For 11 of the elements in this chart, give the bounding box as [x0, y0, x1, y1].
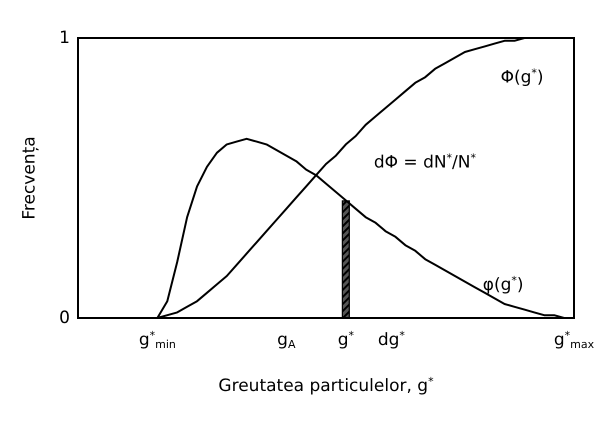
x-tick-label: g* — [338, 329, 354, 350]
x-axis-title: Greutatea particulelor, g* — [218, 375, 434, 396]
series-label: Φ(g*) — [500, 66, 544, 88]
annotation: dΦ = dN*/N* — [374, 151, 477, 172]
x-tick-label: g*max — [554, 329, 595, 351]
y-tick-label: 1 — [59, 28, 70, 48]
y-axis-title: Frecvența — [20, 136, 40, 220]
x-tick-label: g*min — [138, 329, 176, 351]
y-tick-label: 0 — [59, 308, 70, 328]
series-label: φ(g*) — [482, 274, 524, 296]
text: dg* — [378, 329, 406, 350]
